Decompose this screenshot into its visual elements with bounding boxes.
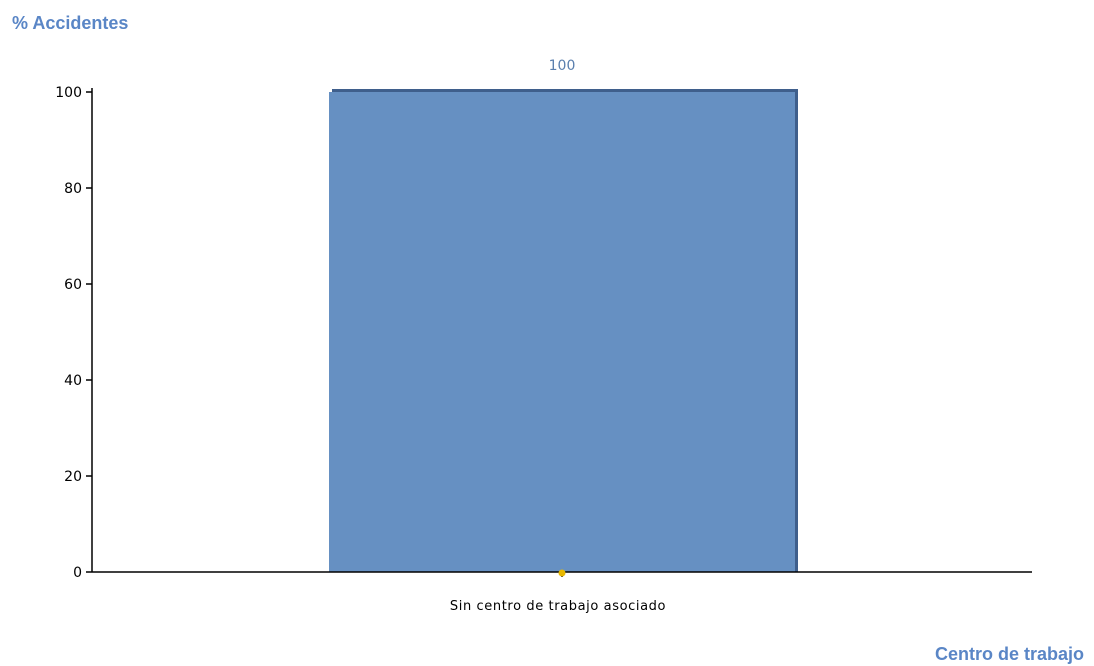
y-tick-label: 20 <box>64 469 82 485</box>
y-tick-label: 100 <box>55 85 82 101</box>
y-tick-label: 80 <box>64 181 82 197</box>
y-tick-label: 60 <box>64 277 82 293</box>
x-ticks-group: Sin centro de trabajo asociado <box>450 569 666 614</box>
y-axis-title: % Accidentes <box>12 13 128 33</box>
bars-group: 100 <box>329 58 798 572</box>
category-marker-dot <box>558 569 566 577</box>
bar <box>329 92 795 572</box>
bar-data-label: 100 <box>549 58 576 74</box>
y-tick-label: 40 <box>64 373 82 389</box>
y-ticks-group: 0 20 40 60 80 100 <box>55 85 92 581</box>
y-tick-label: 0 <box>73 565 82 581</box>
x-axis-title: Centro de trabajo <box>935 644 1084 664</box>
x-category-label: Sin centro de trabajo asociado <box>450 599 666 614</box>
